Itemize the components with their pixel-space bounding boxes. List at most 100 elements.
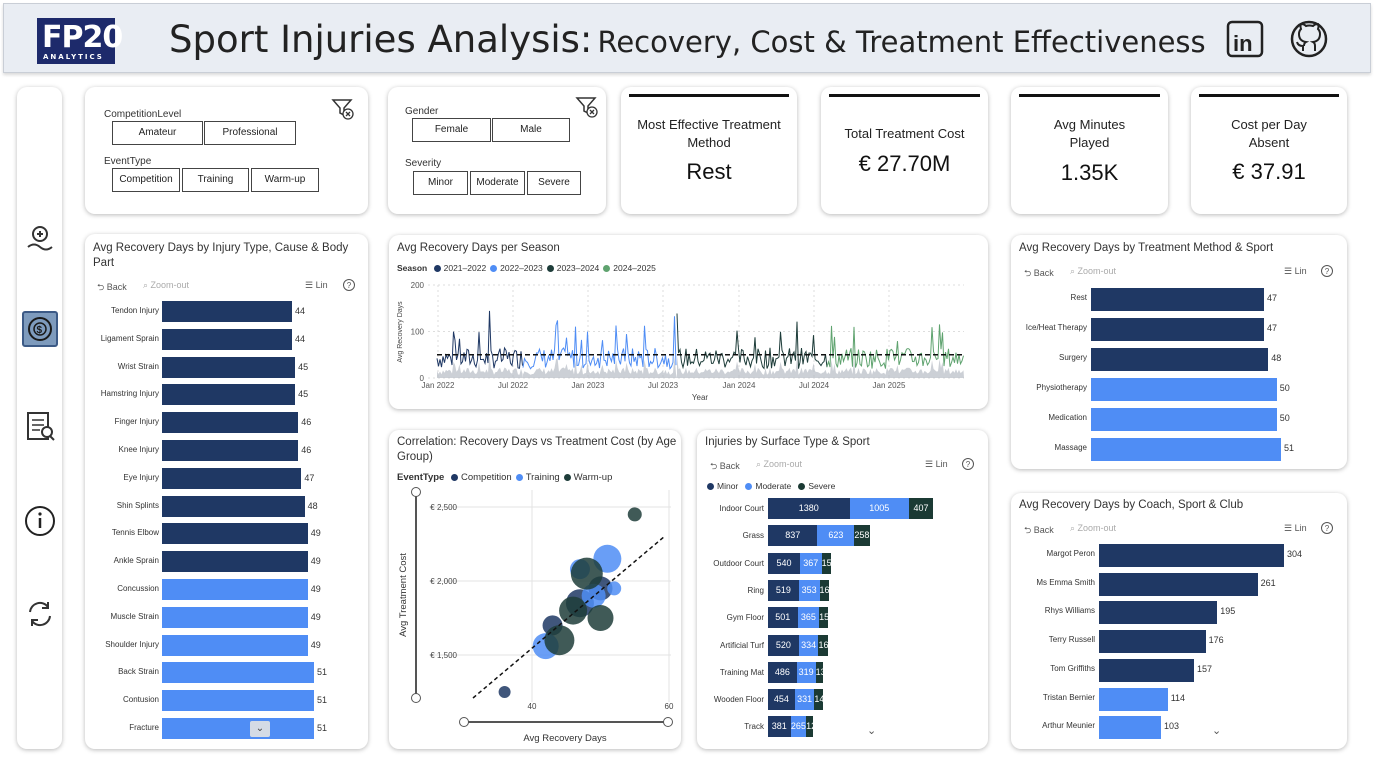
bar[interactable] [1091, 288, 1264, 311]
slider-handle[interactable] [459, 717, 469, 727]
back-button[interactable]: ⮌ Back [710, 461, 740, 471]
bar-segment-moderate[interactable]: 367 [799, 552, 822, 574]
zoom-out-button[interactable]: ⌕ Zoom-out [756, 459, 803, 469]
bar-segment-minor[interactable]: 540 [768, 552, 800, 574]
zoom-out-button[interactable]: ⌕ Zoom-out [1070, 266, 1117, 276]
scatter-point[interactable] [607, 581, 622, 596]
bar[interactable] [162, 440, 299, 461]
bar[interactable] [1091, 408, 1277, 431]
info-icon[interactable] [22, 503, 58, 539]
bar-segment-severe[interactable]: 165 [819, 579, 830, 601]
bar-segment-minor[interactable]: 486 [768, 661, 797, 683]
bar[interactable] [162, 606, 308, 628]
refresh-icon[interactable] [22, 596, 58, 632]
bar[interactable] [1091, 378, 1277, 401]
bar-segment-severe[interactable]: 407 [908, 498, 933, 519]
scroll-down-button[interactable]: ⌄ [250, 721, 270, 737]
bar[interactable] [1099, 601, 1218, 625]
bar[interactable] [162, 412, 299, 434]
slider-handle[interactable] [663, 717, 673, 727]
bar-segment-minor[interactable]: 837 [768, 525, 818, 547]
back-button[interactable]: ⮌ Back [1024, 525, 1054, 535]
lin-toggle[interactable]: ☰ Lin [925, 459, 948, 469]
bar-segment-minor[interactable]: 520 [768, 634, 799, 656]
scatter-point[interactable] [498, 686, 511, 698]
scatter-point[interactable] [544, 625, 575, 656]
bar-segment-moderate[interactable]: 1005 [849, 498, 909, 519]
scatter-point[interactable] [587, 605, 614, 631]
bar[interactable] [162, 718, 314, 739]
bar[interactable] [162, 579, 308, 600]
scatter-point[interactable] [570, 557, 603, 590]
bar-segment-moderate[interactable]: 331 [794, 689, 815, 711]
bar-segment-minor[interactable]: 1380 [768, 498, 850, 519]
slider-handle[interactable] [411, 487, 421, 497]
bar-segment-minor[interactable]: 454 [768, 689, 795, 711]
github-icon[interactable] [1288, 18, 1330, 60]
zoom-out-button[interactable]: ⌕ Zoom-out [1070, 523, 1117, 533]
bar[interactable] [162, 495, 305, 517]
help-icon[interactable]: ? [343, 279, 355, 291]
bar[interactable] [162, 384, 296, 406]
bar-segment-severe[interactable]: 154 [819, 607, 829, 629]
filter-professional[interactable]: Professional [204, 121, 296, 145]
health-icon[interactable] [22, 220, 58, 256]
bar-segment-moderate[interactable]: 623 [817, 525, 855, 547]
bar-segment-minor[interactable]: 381 [768, 716, 791, 738]
filter-minor[interactable]: Minor [413, 171, 468, 195]
filter-training[interactable]: Training [182, 168, 249, 192]
bar[interactable] [162, 301, 292, 322]
scroll-down-icon[interactable]: ⌄ [867, 725, 877, 737]
back-button[interactable]: ⮌ Back [1024, 268, 1054, 278]
bar-segment-minor[interactable]: 501 [768, 607, 798, 629]
back-button[interactable]: ⮌ Back [97, 282, 127, 292]
bar[interactable] [162, 551, 308, 573]
cost-icon[interactable]: $ [22, 311, 58, 347]
filter-female[interactable]: Female [412, 118, 491, 142]
scroll-down-icon[interactable]: ⌄ [1212, 725, 1222, 737]
lin-toggle[interactable]: ☰ Lin [1284, 266, 1307, 276]
bar-segment-moderate[interactable]: 365 [797, 607, 820, 629]
bar[interactable] [1099, 658, 1195, 682]
bar[interactable] [162, 467, 302, 489]
help-icon[interactable]: ? [1321, 265, 1333, 277]
filter-warm-up[interactable]: Warm-up [251, 168, 319, 192]
bar-segment-minor[interactable]: 519 [768, 579, 799, 601]
scatter-point[interactable] [559, 596, 588, 625]
lin-toggle[interactable]: ☰ Lin [1284, 523, 1307, 533]
bar-segment-severe[interactable]: 141 [814, 689, 823, 711]
bar[interactable] [162, 356, 296, 378]
bar-segment-severe[interactable]: 122 [806, 716, 814, 738]
bar[interactable] [1099, 687, 1168, 711]
bar[interactable] [162, 690, 314, 712]
lin-toggle[interactable]: ☰ Lin [305, 280, 328, 290]
bar[interactable] [1091, 438, 1281, 461]
bar-segment-moderate[interactable]: 319 [796, 661, 816, 683]
bar-segment-severe[interactable]: 258 [854, 525, 870, 547]
help-icon[interactable]: ? [1321, 522, 1333, 534]
filter-severe[interactable]: Severe [527, 171, 581, 195]
bar[interactable] [162, 523, 308, 545]
slider-handle[interactable] [411, 693, 421, 703]
bar[interactable] [1091, 318, 1264, 341]
report-icon[interactable] [22, 408, 58, 444]
bar-segment-moderate[interactable]: 265 [790, 716, 807, 738]
bar-segment-severe[interactable]: 132 [815, 661, 824, 683]
bar-segment-moderate[interactable]: 334 [798, 634, 819, 656]
scatter-point[interactable] [627, 507, 642, 522]
bar[interactable] [162, 634, 308, 656]
bar[interactable] [1099, 572, 1258, 596]
bar[interactable] [162, 328, 292, 350]
bar-segment-moderate[interactable]: 353 [798, 579, 820, 601]
zoom-out-button[interactable]: ⌕ Zoom-out [143, 280, 190, 290]
bar[interactable] [1099, 544, 1284, 567]
filter-moderate[interactable]: Moderate [470, 171, 525, 195]
bar[interactable] [1099, 716, 1161, 740]
filter-male[interactable]: Male [492, 118, 570, 142]
help-icon[interactable]: ? [962, 458, 974, 470]
linkedin-icon[interactable]: in [1224, 18, 1266, 60]
filter-competition[interactable]: Competition [112, 168, 180, 192]
filter-amateur[interactable]: Amateur [112, 121, 203, 145]
clear-filter-icon[interactable] [575, 95, 599, 124]
bar[interactable] [162, 662, 314, 684]
